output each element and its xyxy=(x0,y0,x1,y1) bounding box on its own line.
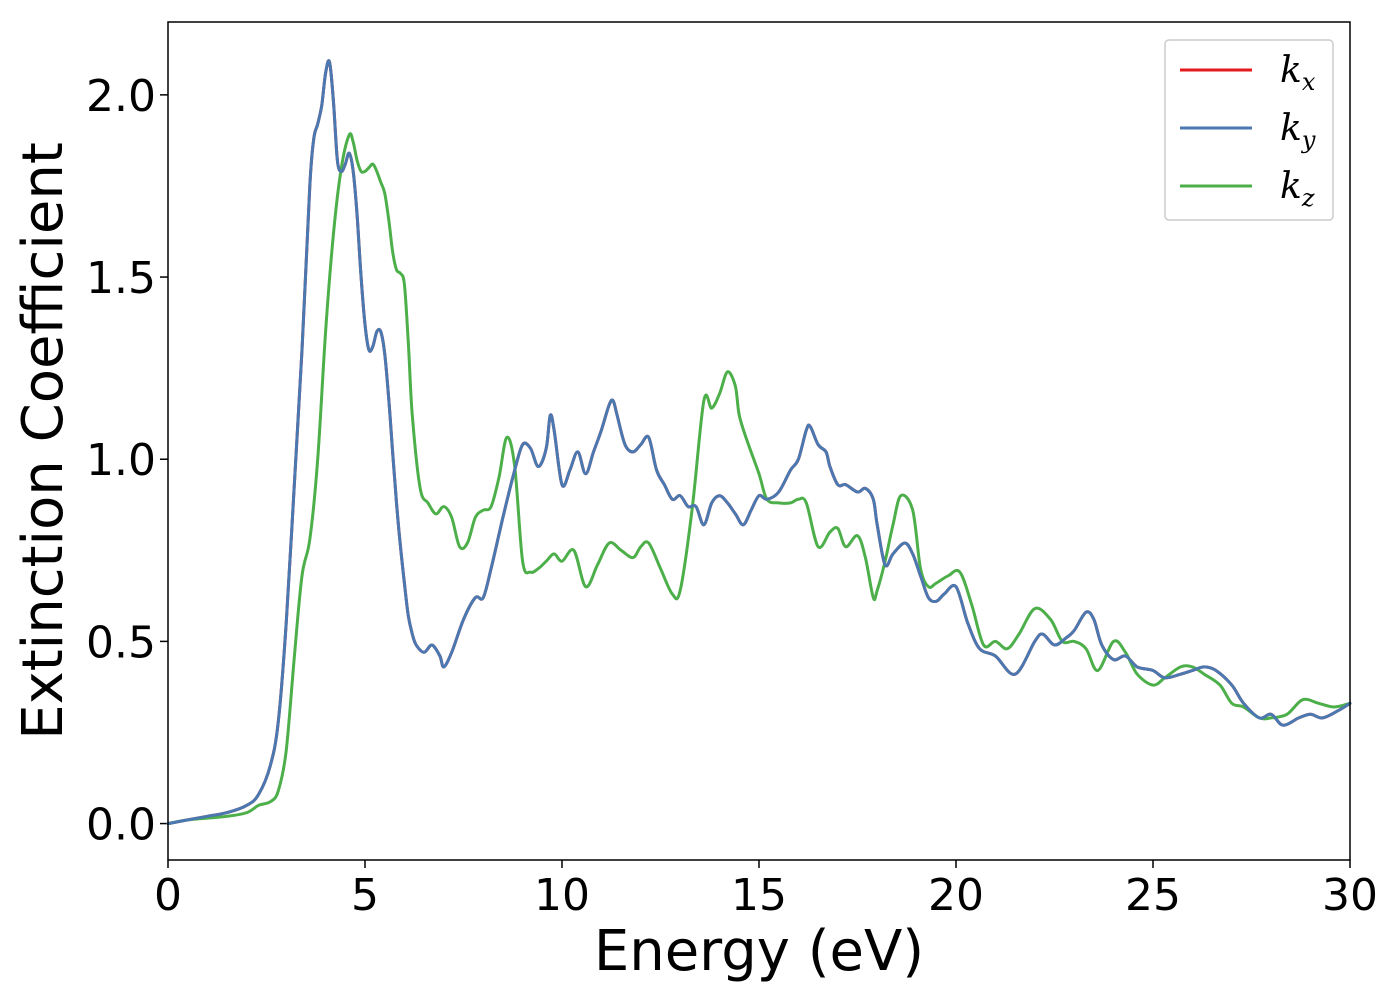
legend-box xyxy=(1164,39,1334,221)
x-tick-label: 5 xyxy=(351,870,379,921)
legend-label-kx: kx xyxy=(1280,50,1316,96)
y-tick-label: 0.0 xyxy=(86,800,156,851)
x-tick-label: 10 xyxy=(534,870,590,921)
x-axis-label: Energy (eV) xyxy=(594,919,924,984)
axis-ticks: 0 5 10 15 20 25 30 0.0 0.5 1.0 1.5 2.0 xyxy=(86,71,1378,921)
y-axis-label: Extinction Coefficient xyxy=(11,142,76,740)
y-tick-label: 2.0 xyxy=(86,71,156,122)
legend-label-kz: kz xyxy=(1280,166,1315,212)
legend: kx ky kz xyxy=(1164,39,1334,221)
x-tick-label: 30 xyxy=(1322,870,1378,921)
series-line-ky xyxy=(166,59,1352,826)
series-lines xyxy=(166,59,1352,826)
x-tick-label: 0 xyxy=(154,870,182,921)
y-tick-label: 1.5 xyxy=(86,253,156,304)
y-tick-label: 1.0 xyxy=(86,435,156,486)
series-line-kz xyxy=(166,132,1352,826)
x-tick-label: 20 xyxy=(928,870,984,921)
legend-label-ky: ky xyxy=(1280,108,1316,154)
x-tick-label: 15 xyxy=(731,870,787,921)
plot-frame xyxy=(167,21,1351,861)
x-tick-label: 25 xyxy=(1125,870,1181,921)
y-tick-label: 0.5 xyxy=(86,617,156,668)
